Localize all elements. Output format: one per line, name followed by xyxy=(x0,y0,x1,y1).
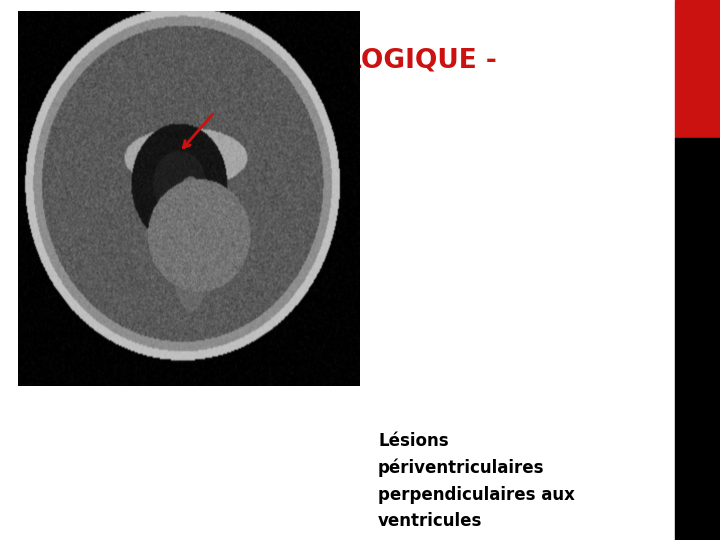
Bar xyxy=(675,0,720,138)
Bar xyxy=(675,138,720,540)
Text: SEP DIAGNOSTIC –
PRÉSENTATION RADIOLOGIQUE -
2: SEP DIAGNOSTIC – PRÉSENTATION RADIOLOGIQ… xyxy=(18,12,497,105)
Text: Lésions
périventriculaires
perpendiculaires aux
ventricules: Lésions périventriculaires perpendiculai… xyxy=(378,432,575,530)
